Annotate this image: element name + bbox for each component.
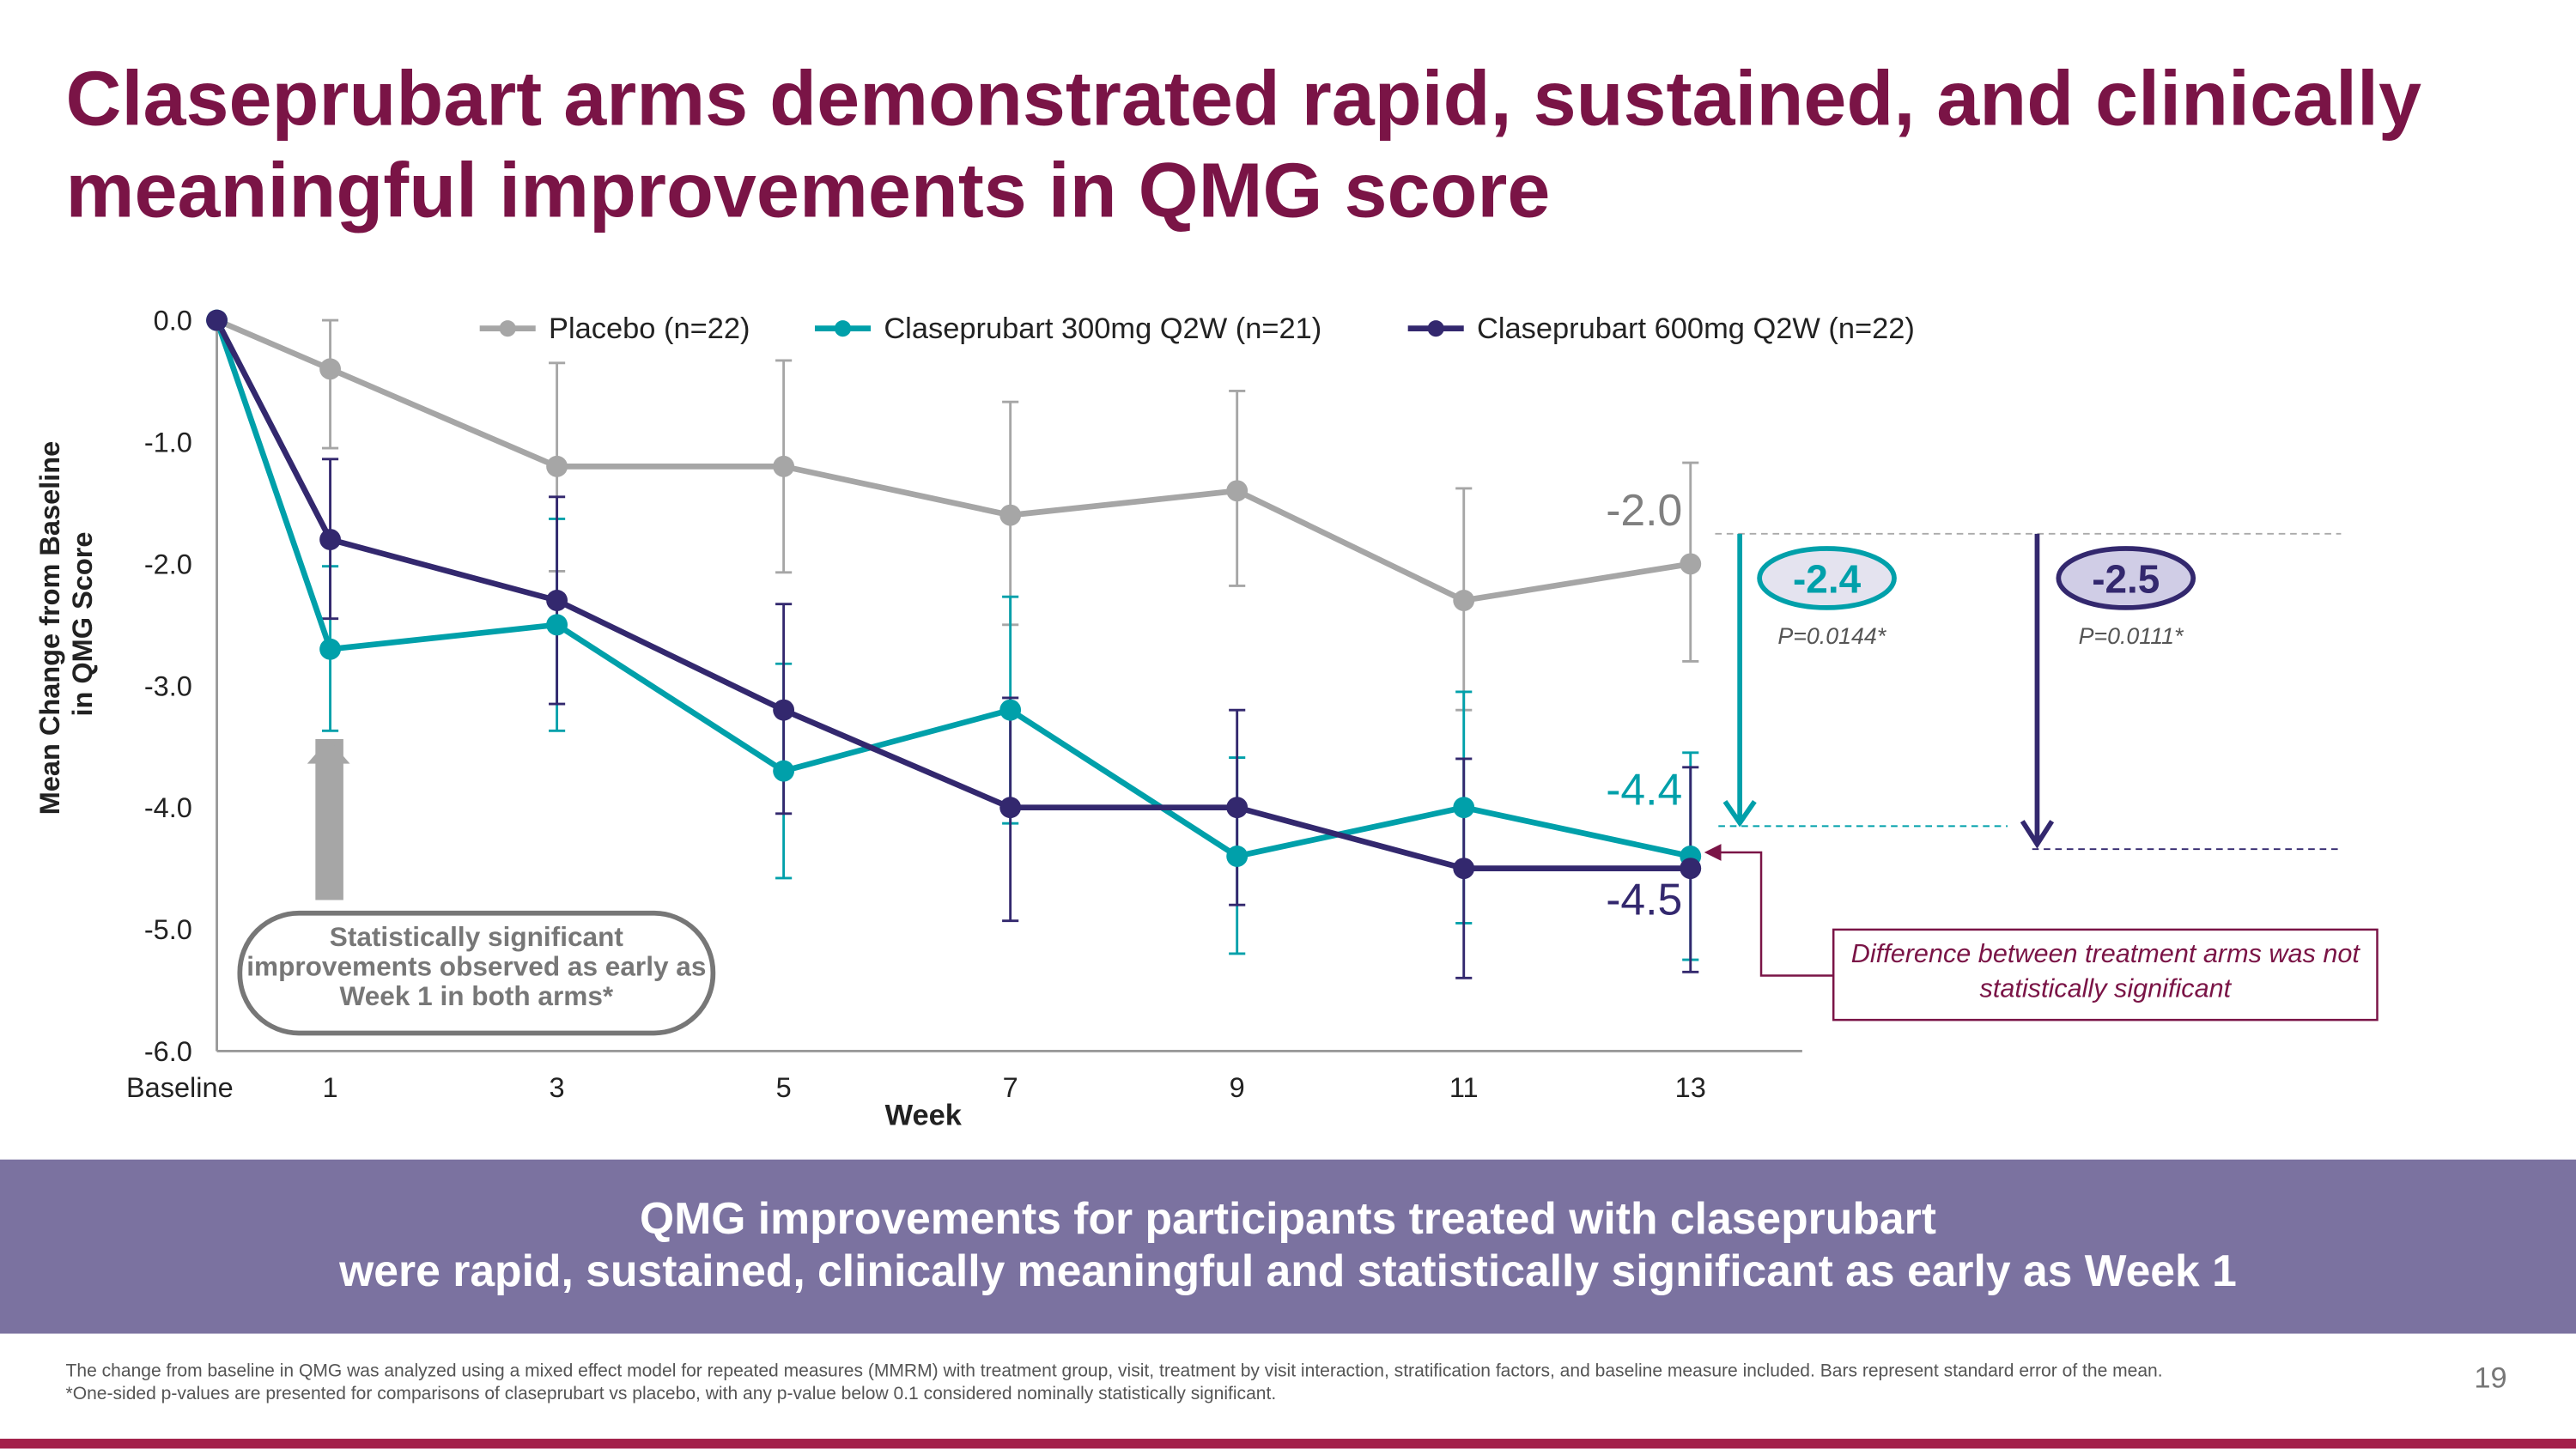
data-point [1226, 480, 1249, 502]
week1-callout-box [237, 910, 716, 1036]
data-point [1680, 858, 1702, 880]
data-point [773, 455, 795, 477]
high-dose-difference-badge [2056, 546, 2196, 610]
up-arrow-shaft [315, 738, 343, 900]
axes [216, 320, 1802, 1052]
y-tick-label: -4.0 [144, 792, 192, 823]
footnotes: The change from baseline in QMG was anal… [66, 1360, 2333, 1406]
x-tick-label: Baseline [126, 1072, 234, 1103]
legend-swatch-marker [834, 320, 852, 337]
y-tick-label: -6.0 [144, 1036, 192, 1067]
high-dose-end-label: -4.5 [1606, 875, 1682, 925]
data-point [319, 638, 342, 660]
data-point [773, 699, 795, 721]
week1-callout-text: Statistically significant improvements o… [246, 923, 707, 1012]
data-point [1453, 858, 1475, 880]
y-axis-label-line1: Mean Change from Baseline [34, 441, 65, 815]
legend-label: Claseprubart 600mg Q2W (n=22) [1477, 312, 1915, 345]
x-tick-label: 9 [1230, 1072, 1245, 1103]
y-tick-label: -5.0 [144, 914, 192, 945]
y-tick-label: -2.0 [144, 549, 192, 579]
banner-line2: were rapid, sustained, clinically meanin… [339, 1246, 2237, 1296]
legend-swatch-marker [499, 320, 516, 337]
data-point [999, 699, 1022, 721]
slide-title: Claseprubart arms demonstrated rapid, su… [65, 54, 2422, 233]
data-point [319, 529, 342, 550]
legend-swatch-marker [1427, 320, 1444, 337]
data-point [319, 358, 342, 380]
footnote-1: The change from baseline in QMG was anal… [65, 1361, 2163, 1382]
conclusion-banner: QMG improvements for participants treate… [0, 1159, 2576, 1334]
x-tick-label: 11 [1449, 1072, 1479, 1103]
up-arrow-icon [307, 738, 350, 764]
legend: Placebo (n=22) Claseprubart 300mg Q2W (n=… [479, 312, 1915, 345]
x-tick-label: 1 [323, 1072, 338, 1103]
data-point [1453, 797, 1475, 819]
y-tick-label: -3.0 [144, 670, 192, 701]
x-tick-label: 5 [776, 1072, 792, 1103]
y-tick-label: -1.0 [144, 427, 192, 458]
y-axis-label: Mean Change from Baseline in QMG Score [34, 433, 98, 815]
data-point [546, 455, 568, 477]
legend-label: Claseprubart 300mg Q2W (n=21) [884, 312, 1321, 345]
data-point [773, 760, 795, 782]
low-dose-end-label: -4.4 [1606, 765, 1682, 815]
y-tick-label: 0.0 [154, 306, 192, 336]
week1-callout: Statistically significant improvements o… [237, 738, 716, 1036]
data-point [1680, 553, 1702, 575]
x-tick-label: 7 [1003, 1072, 1018, 1103]
not-significant-callout-box [1832, 928, 2379, 1022]
high-dose-difference-value: -2.5 [2092, 557, 2160, 602]
series-line [216, 318, 1692, 603]
qmg-line-chart: 0.0-1.0-2.0-3.0-4.0-5.0-6.0 Baseline 1 3 5 7… [34, 306, 2379, 1132]
bottom-accent-bar [0, 1439, 2576, 1449]
footnote-2: *One-sided p-values are presented for co… [65, 1384, 1277, 1404]
placebo-end-label: -2.0 [1606, 485, 1682, 535]
callout-connector [1704, 844, 1834, 977]
y-axis-label-line2: in QMG Score [67, 532, 98, 717]
data-point [1453, 590, 1475, 611]
low-dose-difference-arrow [1722, 533, 1757, 828]
x-axis-label: Week [885, 1100, 963, 1132]
data-point [999, 504, 1022, 526]
banner-line1: QMG improvements for participants treate… [640, 1193, 1936, 1244]
data-point [1226, 846, 1249, 867]
x-tick-label: 3 [550, 1072, 565, 1103]
data-point [999, 797, 1022, 819]
high-dose-difference-arrow [2020, 533, 2055, 849]
not-significant-callout-text: Difference between treatment arms was no… [1850, 941, 2360, 1004]
low-dose-difference-value: -2.4 [1793, 557, 1862, 602]
low-dose-p-value: P=0.0144* [1777, 623, 1886, 649]
data-point [1226, 797, 1249, 819]
data-point [206, 309, 228, 331]
low-dose-difference-badge [1757, 546, 1897, 610]
high-dose-p-value: P=0.0111* [2079, 623, 2184, 649]
series-line [214, 318, 1692, 859]
page-number: 19 [2474, 1361, 2507, 1395]
data-point [546, 614, 568, 636]
data-point [546, 590, 568, 611]
series-line [214, 318, 1691, 871]
x-tick-label: 13 [1675, 1072, 1706, 1103]
legend-label: Placebo (n=22) [549, 312, 750, 345]
